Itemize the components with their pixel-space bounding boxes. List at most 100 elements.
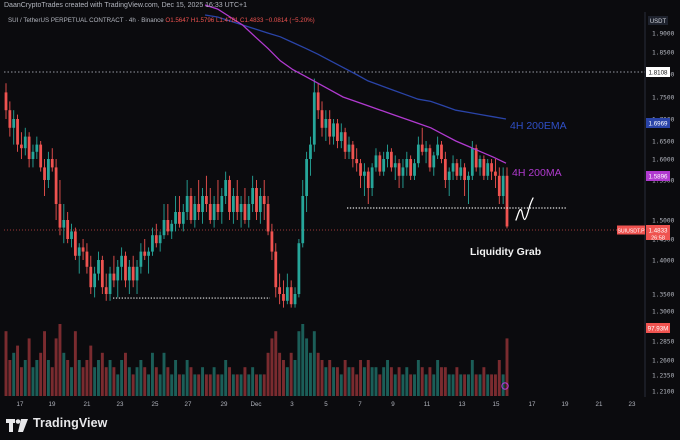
- time-tick-label: 13: [459, 401, 466, 408]
- candle-body: [293, 294, 297, 305]
- volume-bar: [170, 374, 174, 396]
- candle-body: [316, 92, 320, 111]
- liquidity-grab-annotation: Liquidity Grab: [470, 246, 541, 258]
- candle-body: [154, 235, 158, 244]
- candle-body: [339, 132, 343, 141]
- ema-price-label: 1.6969: [649, 121, 668, 128]
- volume-bar: [162, 352, 166, 396]
- candle-body: [393, 163, 397, 168]
- volume-bar: [35, 360, 39, 396]
- tradingview-logo[interactable]: TradingView: [6, 416, 108, 432]
- volume-bar: [127, 367, 131, 396]
- price-tick-label: 1.4000: [652, 258, 675, 265]
- candle-body: [482, 159, 486, 176]
- volume-bar: [297, 331, 301, 396]
- candle-body: [224, 180, 228, 196]
- price-tick-label: 1.6500: [652, 139, 675, 146]
- candle-body: [108, 273, 112, 294]
- volume-bar: [247, 374, 251, 396]
- volume-bar: [139, 360, 143, 396]
- currency-box: [648, 16, 668, 25]
- time-tick-label: 27: [185, 401, 192, 408]
- candle-body: [378, 155, 382, 172]
- volume-bar: [486, 374, 490, 396]
- symbol-legend: SUI / TetherUS PERPETUAL CONTRACT · 4h ·…: [8, 17, 315, 24]
- symbol-title: SUI / TetherUS PERPETUAL CONTRACT · 4h ·…: [8, 17, 164, 24]
- volume-bar: [81, 367, 85, 396]
- volume-bar: [143, 367, 147, 396]
- candle-body: [363, 171, 366, 176]
- tradingview-logo-icon: [6, 417, 28, 432]
- candle-body: [47, 159, 50, 180]
- volume-bar: [77, 360, 81, 396]
- candle-body: [332, 123, 335, 137]
- candle-body: [443, 159, 447, 180]
- horizontal-level-tag: [646, 67, 670, 77]
- time-tick-label: 21: [84, 401, 91, 408]
- candle-body: [220, 196, 224, 212]
- volume-bar: [351, 367, 355, 396]
- candle-body: [228, 180, 231, 212]
- volume-bar: [405, 367, 409, 396]
- volume-bar: [347, 367, 351, 396]
- time-tick-label: 29: [221, 401, 228, 408]
- projected-path-arrow: [515, 197, 534, 221]
- volume-bar: [474, 374, 478, 396]
- candle-body: [97, 260, 100, 274]
- candle-body: [305, 159, 308, 196]
- volume-bar: [343, 360, 347, 396]
- volume-bar: [197, 374, 201, 396]
- candle-body: [501, 175, 505, 196]
- volume-bar: [386, 360, 389, 396]
- price-tick-label: 1.5000: [652, 218, 675, 225]
- volume-bar: [104, 367, 108, 396]
- candle-body: [309, 144, 312, 159]
- candle-body: [251, 188, 255, 204]
- volume-bar: [482, 367, 486, 396]
- volume-bar: [93, 367, 97, 396]
- volume-bar: [305, 338, 309, 396]
- candle-body: [170, 223, 174, 232]
- price-tick-label: 1.2350: [652, 373, 675, 380]
- volume-bar: [501, 374, 505, 396]
- volume-bar: [339, 374, 343, 396]
- candle-body: [120, 255, 124, 267]
- time-tick-label: 11: [424, 401, 431, 408]
- candle-body: [100, 260, 104, 288]
- volume-bar: [478, 374, 482, 396]
- volume-bar: [455, 367, 459, 396]
- volume-bar: [370, 367, 374, 396]
- candle-body: [467, 175, 470, 180]
- volume-bar: [193, 374, 197, 396]
- volume-value-tag: [646, 323, 670, 333]
- candle-body: [12, 119, 16, 128]
- volume-bar: [166, 367, 170, 396]
- candle-body: [432, 155, 436, 168]
- candle-body: [70, 231, 73, 239]
- candle-body: [374, 155, 378, 168]
- volume-bar: [158, 374, 162, 396]
- candle-body: [486, 163, 490, 176]
- candle-body: [447, 171, 451, 180]
- volume-bar: [212, 367, 216, 396]
- candle-body: [494, 171, 497, 176]
- candle-body: [470, 148, 474, 176]
- volume-bar: [251, 367, 255, 396]
- volume-bar: [459, 374, 463, 396]
- volume-bar: [289, 352, 293, 396]
- volume-bar: [204, 374, 208, 396]
- candle-body: [20, 144, 23, 149]
- volume-bar: [382, 367, 386, 396]
- candle-body: [54, 167, 58, 204]
- time-tick-label: 9: [391, 401, 395, 408]
- volume-bar: [174, 360, 178, 396]
- candle-body: [235, 196, 239, 212]
- symbol-badge: [617, 225, 645, 235]
- price-tick-label: 1.3000: [652, 309, 675, 316]
- volume-bar: [108, 360, 112, 396]
- candle-body: [216, 204, 220, 212]
- volume-bar: [332, 367, 336, 396]
- time-tick-label: 23: [117, 401, 124, 408]
